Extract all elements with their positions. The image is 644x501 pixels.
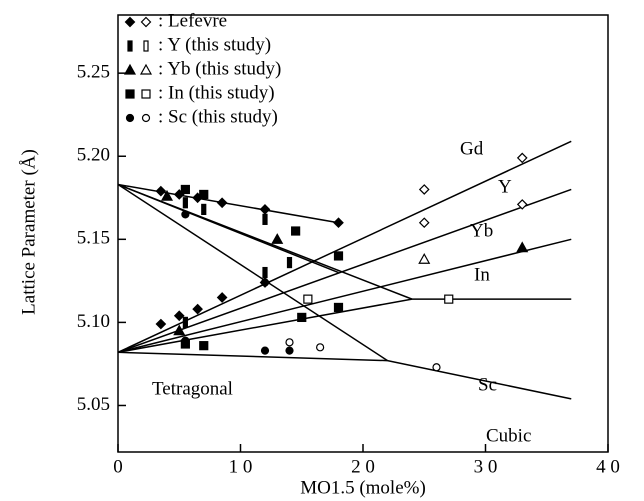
annotation: Sc	[478, 374, 497, 395]
marker-bar	[262, 213, 268, 225]
marker-diamond	[155, 185, 167, 197]
fit-line	[117, 238, 572, 354]
fit-line	[117, 140, 572, 353]
marker-diamond	[140, 16, 152, 28]
marker-diamond	[418, 217, 430, 229]
marker-bar	[143, 40, 149, 52]
marker-diamond	[216, 292, 228, 303]
marker-circle	[181, 336, 190, 345]
marker-circle	[141, 113, 151, 123]
marker-diamond	[216, 197, 228, 209]
marker-circle	[260, 346, 270, 355]
fit-line	[117, 183, 388, 362]
marker-triangle	[160, 189, 174, 201]
marker-square	[297, 312, 307, 323]
marker-circle	[285, 346, 294, 355]
annotation: Tetragonal	[152, 378, 233, 399]
legend-label: : Y (this study)	[158, 34, 271, 55]
marker-diamond	[418, 184, 430, 195]
y-tick-label: 5.05	[77, 394, 110, 415]
marker-bar	[182, 197, 188, 209]
marker-square	[199, 189, 209, 200]
marker-circle	[260, 278, 270, 287]
y-tick-label: 5.15	[77, 228, 110, 249]
marker-diamond	[124, 16, 136, 28]
marker-diamond	[192, 303, 203, 315]
marker-bar	[201, 203, 207, 216]
x-tick-label: 2 0	[351, 456, 375, 477]
marker-square	[333, 251, 344, 261]
marker-bar	[182, 316, 188, 328]
x-tick-label: 0	[113, 456, 123, 477]
marker-square	[125, 89, 135, 99]
marker-circle	[181, 210, 190, 219]
marker-diamond	[155, 318, 167, 330]
marker-diamond	[516, 199, 528, 210]
marker-triangle	[516, 241, 529, 253]
fit-line	[117, 183, 413, 300]
y-axis-label: Lattice Parameter (Å)	[18, 149, 39, 315]
annotation: Y	[498, 176, 512, 197]
annotation: Yb	[470, 220, 493, 241]
x-axis-label: MO1.5 (mole%)	[300, 477, 426, 498]
marker-diamond	[173, 310, 185, 322]
annotation: Cubic	[486, 425, 531, 446]
legend-label: : Sc (this study)	[158, 106, 278, 127]
fit-line	[117, 183, 339, 224]
x-tick-label: 3 0	[474, 456, 498, 477]
marker-triangle	[123, 63, 137, 75]
marker-bar	[127, 40, 133, 52]
x-tick-label: 1 0	[229, 456, 253, 477]
annotation: In	[474, 264, 490, 285]
marker-circle	[432, 363, 441, 372]
legend-label: : In (this study)	[158, 82, 275, 103]
marker-circle	[285, 338, 294, 347]
marker-square	[291, 226, 301, 236]
y-tick-label: 5.25	[77, 62, 110, 83]
marker-square	[199, 341, 209, 351]
marker-square	[333, 302, 344, 313]
marker-square	[303, 294, 313, 304]
marker-triangle	[139, 63, 153, 75]
marker-square	[444, 294, 454, 304]
marker-diamond	[516, 152, 528, 164]
legend-label: : Lefevre	[158, 10, 227, 31]
y-tick-label: 5.10	[77, 311, 110, 332]
marker-diamond	[333, 217, 344, 229]
marker-triangle	[418, 253, 431, 264]
marker-square	[180, 184, 190, 195]
marker-bar	[286, 256, 293, 269]
x-tick-label: 4 0	[596, 456, 620, 477]
marker-diamond	[259, 204, 271, 215]
marker-bar	[262, 266, 268, 279]
marker-square	[141, 89, 151, 99]
fit-line	[117, 188, 572, 354]
annotation: Gd	[460, 138, 484, 159]
marker-triangle	[271, 233, 284, 244]
marker-circle	[125, 113, 135, 123]
y-tick-label: 5.20	[77, 145, 110, 166]
legend-label: : Yb (this study)	[158, 58, 281, 79]
marker-circle	[316, 343, 325, 352]
marker-triangle	[173, 324, 186, 336]
